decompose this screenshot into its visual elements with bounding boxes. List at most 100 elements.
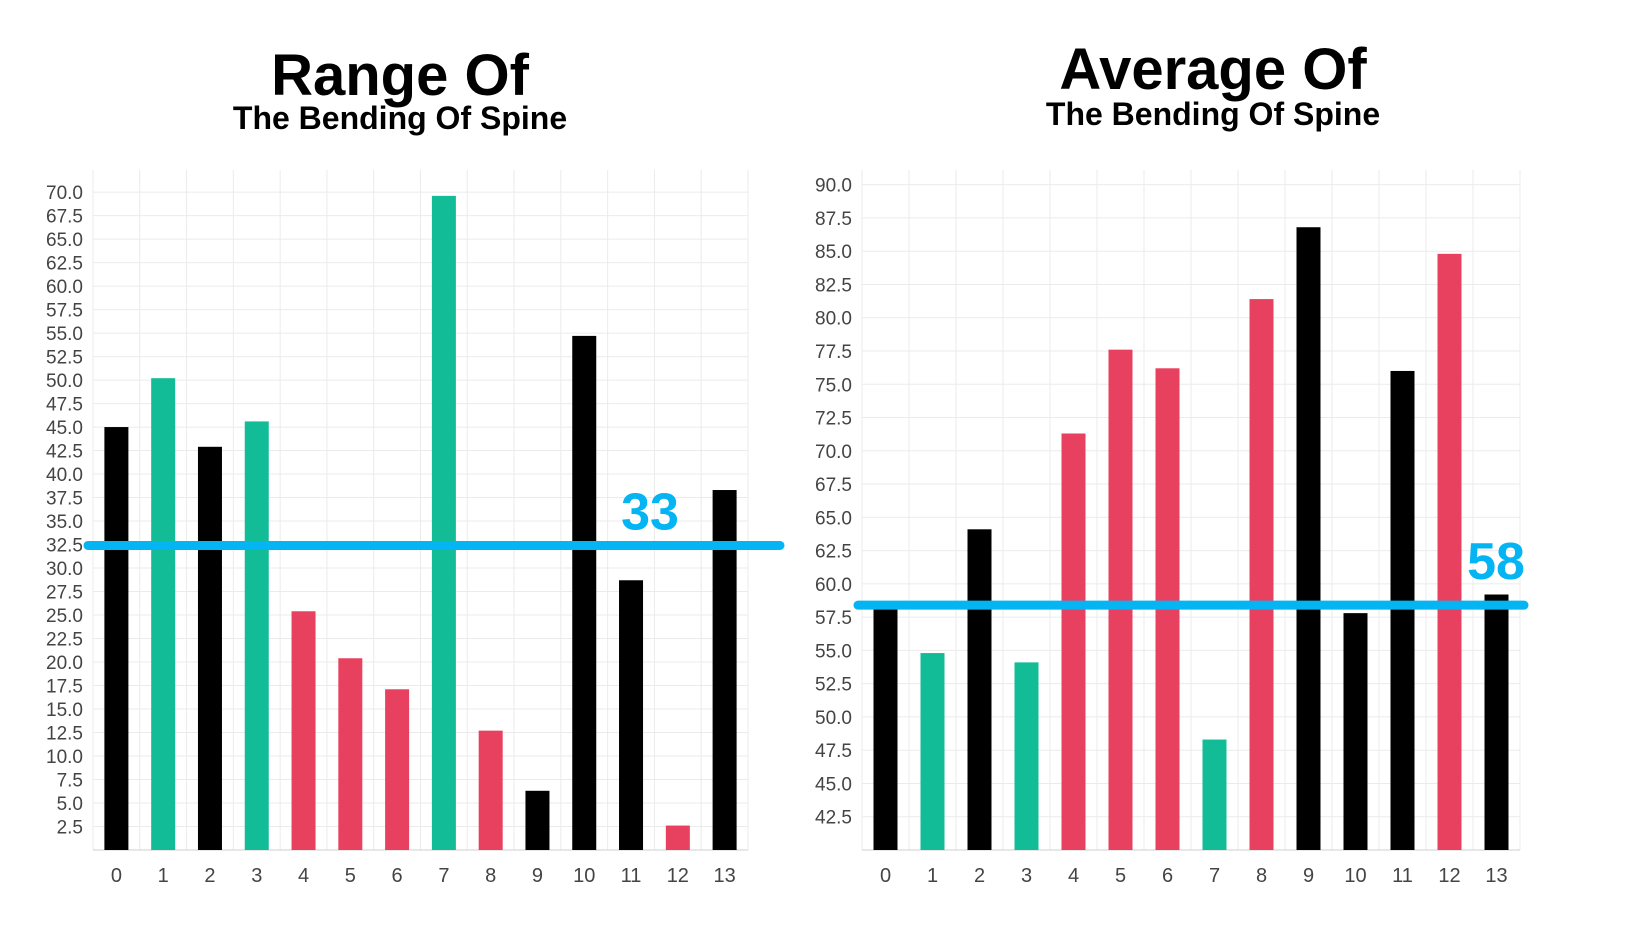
y-tick-label: 2.5	[57, 818, 83, 839]
y-tick-label: 40.0	[46, 465, 83, 486]
x-tick-label: 9	[532, 865, 543, 887]
y-tick-label: 65.0	[815, 508, 852, 529]
y-tick-label: 57.5	[815, 608, 852, 629]
x-tick-label: 0	[880, 865, 891, 887]
y-tick-label: 7.5	[57, 771, 83, 792]
y-tick-label: 67.5	[815, 475, 852, 496]
x-tick-label: 12	[667, 865, 689, 887]
bar-2	[967, 529, 992, 850]
y-tick-label: 42.5	[815, 808, 852, 829]
chart-title: Average Of	[1059, 37, 1367, 102]
bar-11	[1390, 370, 1415, 850]
x-tick-label: 10	[1344, 865, 1366, 887]
x-tick-label: 5	[1115, 865, 1126, 887]
y-tick-label: 47.5	[815, 741, 852, 762]
y-tick-label: 90.0	[815, 176, 852, 197]
y-tick-label: 62.5	[46, 254, 83, 275]
y-tick-label: 30.0	[46, 559, 83, 580]
y-tick-label: 80.0	[815, 309, 852, 330]
bar-5	[1108, 349, 1133, 850]
range-chart-svg: 2.5 5.07.5 10.012.5 15.017.5 20.022.5 25.027.…	[46, 170, 785, 887]
bar-9	[525, 790, 550, 850]
bar-3	[1014, 662, 1039, 850]
x-tick-label: 12	[1438, 865, 1460, 887]
y-tick-label: 75.0	[815, 375, 852, 396]
x-tick-label: 13	[713, 865, 735, 887]
bar-12	[1437, 253, 1462, 851]
y-tick-label: 32.5	[46, 536, 83, 557]
y-tick-label: 57.5	[46, 301, 83, 322]
y-tick-label: 50.0	[46, 371, 83, 392]
x-tick-label: 3	[251, 865, 262, 887]
y-tick-label: 17.5	[46, 677, 83, 698]
bar-1	[151, 378, 176, 850]
y-tick-label: 87.5	[815, 209, 852, 230]
y-tick-label: 77.5	[815, 342, 852, 363]
bar-11	[619, 580, 644, 850]
y-tick-label: 67.5	[46, 207, 83, 228]
bar-4	[291, 611, 316, 850]
y-tick-label: 12.5	[46, 724, 83, 745]
x-tick-label: 2	[204, 865, 215, 887]
y-tick-label: 20.0	[46, 653, 83, 674]
x-tick-label: 0	[111, 865, 122, 887]
bar-3	[244, 421, 269, 850]
x-tick-label: 7	[438, 865, 449, 887]
average-chart-panel: Average Of The Bending Of Spine 42.5 45.0…	[815, 0, 1638, 952]
bar-10	[572, 335, 597, 851]
y-tick-label: 62.5	[815, 542, 852, 563]
x-tick-label: 7	[1209, 865, 1220, 887]
y-tick-label: 25.0	[46, 606, 83, 627]
y-tick-label: 10.0	[46, 747, 83, 768]
y-tick-label: 55.0	[46, 324, 83, 345]
bar-4	[1061, 433, 1086, 850]
y-tick-label: 5.0	[57, 794, 83, 815]
y-tick-label: 22.5	[46, 630, 83, 651]
bar-2	[197, 446, 222, 850]
y-tick-label: 82.5	[815, 275, 852, 296]
y-tick-label: 55.0	[815, 641, 852, 662]
y-tick-label: 85.0	[815, 242, 852, 263]
chart-subtitle: The Bending Of Spine	[232, 100, 568, 136]
bar-0	[104, 427, 129, 850]
bar-7	[431, 195, 456, 850]
y-tick-label: 52.5	[46, 348, 83, 369]
bar-7	[1202, 739, 1227, 850]
x-tick-label: 10	[573, 865, 595, 887]
y-tick-label: 72.5	[815, 409, 852, 430]
reference-value-label: 33	[621, 483, 679, 541]
y-tick-label: 65.0	[46, 230, 83, 251]
x-tick-label: 4	[1068, 865, 1079, 887]
bar-8	[1249, 299, 1274, 850]
x-tick-label: 8	[485, 865, 496, 887]
y-tick-label: 60.0	[815, 575, 852, 596]
bar-5	[338, 658, 363, 850]
bar-1	[920, 653, 945, 850]
y-tick-label: 52.5	[815, 675, 852, 696]
x-tick-label: 11	[1392, 865, 1413, 887]
y-tick-label: 27.5	[46, 583, 83, 604]
x-tick-label: 2	[974, 865, 985, 887]
chart-title: Range Of	[271, 43, 529, 108]
y-tick-label: 47.5	[46, 395, 83, 416]
y-tick-label: 42.5	[46, 442, 83, 463]
bar-12	[665, 825, 690, 850]
x-tick-label: 3	[1021, 865, 1032, 887]
reference-value-label: 58	[1467, 533, 1525, 591]
y-tick-label: 45.0	[815, 774, 852, 795]
x-tick-label: 9	[1303, 865, 1314, 887]
y-tick-label: 35.0	[46, 512, 83, 533]
y-tick-label: 70.0	[46, 183, 83, 204]
x-tick-label: 4	[298, 865, 309, 887]
y-tick-label: 45.0	[46, 418, 83, 439]
x-tick-label: 1	[927, 865, 938, 887]
y-tick-label: 15.0	[46, 700, 83, 721]
average-chart-svg: 42.5 45.0 47.5 50.0 52.5 55.0 57.5 60.0 62.5 65.0…	[815, 170, 1529, 887]
range-chart-panel: Range Of The Bending Of Spine 2.5 5.0 7.5 1…	[46, 43, 785, 887]
y-tick-label: 37.5	[46, 489, 83, 510]
bar-9	[1296, 227, 1321, 850]
bar-13	[712, 490, 737, 850]
x-tick-label: 5	[345, 865, 356, 887]
x-tick-label: 13	[1485, 865, 1507, 887]
x-tick-label: 1	[158, 865, 169, 887]
